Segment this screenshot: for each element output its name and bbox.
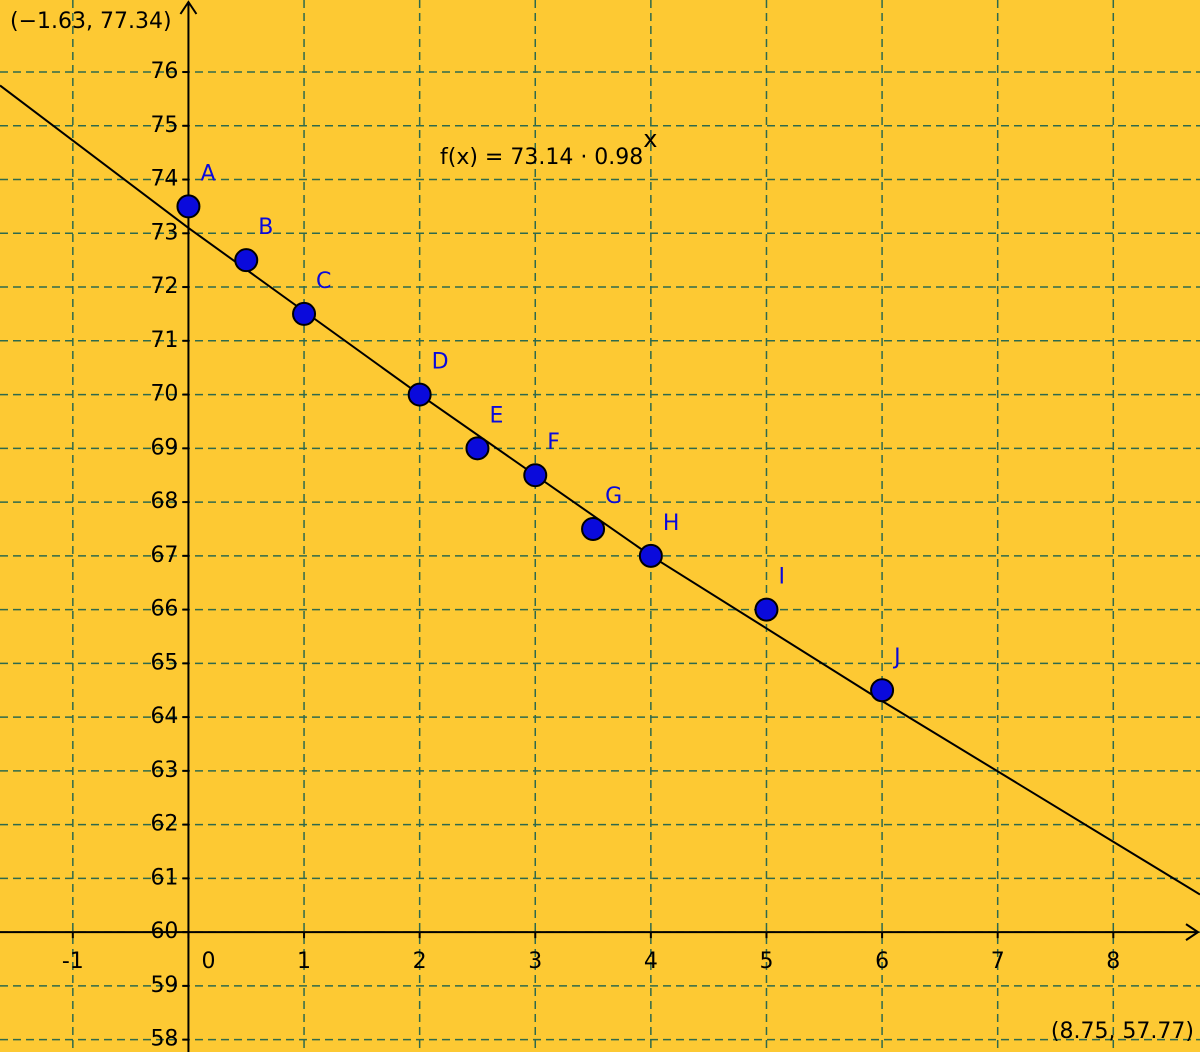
point-label: B <box>258 215 273 240</box>
formula: f(x) = 73.14 · 0.98x <box>440 125 658 170</box>
y-tick-label: 59 <box>150 973 178 998</box>
x-tick-label: 0 <box>201 949 215 974</box>
point <box>523 463 548 488</box>
y-tick-label: 75 <box>150 113 178 138</box>
y-tick-label: 68 <box>150 489 178 514</box>
point <box>638 543 663 568</box>
formula-text: f(x) = 73.14 · 0.98 <box>440 145 643 170</box>
point-label: A <box>200 161 215 186</box>
y-tick-label: 69 <box>150 435 178 460</box>
x-tick-label: 8 <box>1106 949 1120 974</box>
y-axis-arrow <box>179 0 198 15</box>
y-tick-label: 74 <box>150 167 178 192</box>
point <box>176 194 201 219</box>
point-label: I <box>778 565 785 590</box>
y-tick-label: 73 <box>150 220 178 245</box>
y-tick-label: 66 <box>150 597 178 622</box>
y-tick-label: 58 <box>150 1027 178 1052</box>
corner-label: (8.75, 57.77) <box>1051 1019 1194 1044</box>
y-tick-label: 72 <box>150 274 178 299</box>
y-tick-label: 65 <box>150 650 178 675</box>
y-tick-label: 67 <box>150 543 178 568</box>
y-tick-label: 76 <box>150 59 178 84</box>
x-tick-label: 4 <box>644 949 658 974</box>
x-tick-label: 1 <box>297 949 311 974</box>
x-tick-label: 7 <box>991 949 1005 974</box>
x-tick-label: 6 <box>875 949 889 974</box>
y-tick-label: 63 <box>150 758 178 783</box>
y-tick-label: 61 <box>150 865 178 890</box>
x-tick-label: 2 <box>413 949 427 974</box>
point-label: F <box>547 430 560 455</box>
formula-exponent: x <box>643 125 657 153</box>
point <box>234 248 259 273</box>
x-axis-arrow <box>1185 923 1200 941</box>
y-tick-label: 71 <box>150 328 178 353</box>
x-tick-label: -1 <box>62 949 84 974</box>
y-tick-label: 70 <box>150 382 178 407</box>
x-tick-label: 5 <box>759 949 773 974</box>
y-tick-label: 64 <box>150 704 178 729</box>
point <box>465 436 490 461</box>
point <box>292 301 317 326</box>
point-label: H <box>663 511 680 536</box>
corner-label: (−1.63, 77.34) <box>10 9 172 34</box>
point-label: D <box>432 350 449 375</box>
point-label: J <box>892 645 901 670</box>
point-label: G <box>605 484 622 509</box>
point <box>407 382 432 407</box>
point-label: E <box>489 403 503 428</box>
point <box>870 678 895 703</box>
point <box>754 597 779 622</box>
x-tick-label: 3 <box>528 949 542 974</box>
point-label: C <box>316 269 331 294</box>
point <box>581 516 606 541</box>
y-tick-label: 62 <box>150 812 178 837</box>
